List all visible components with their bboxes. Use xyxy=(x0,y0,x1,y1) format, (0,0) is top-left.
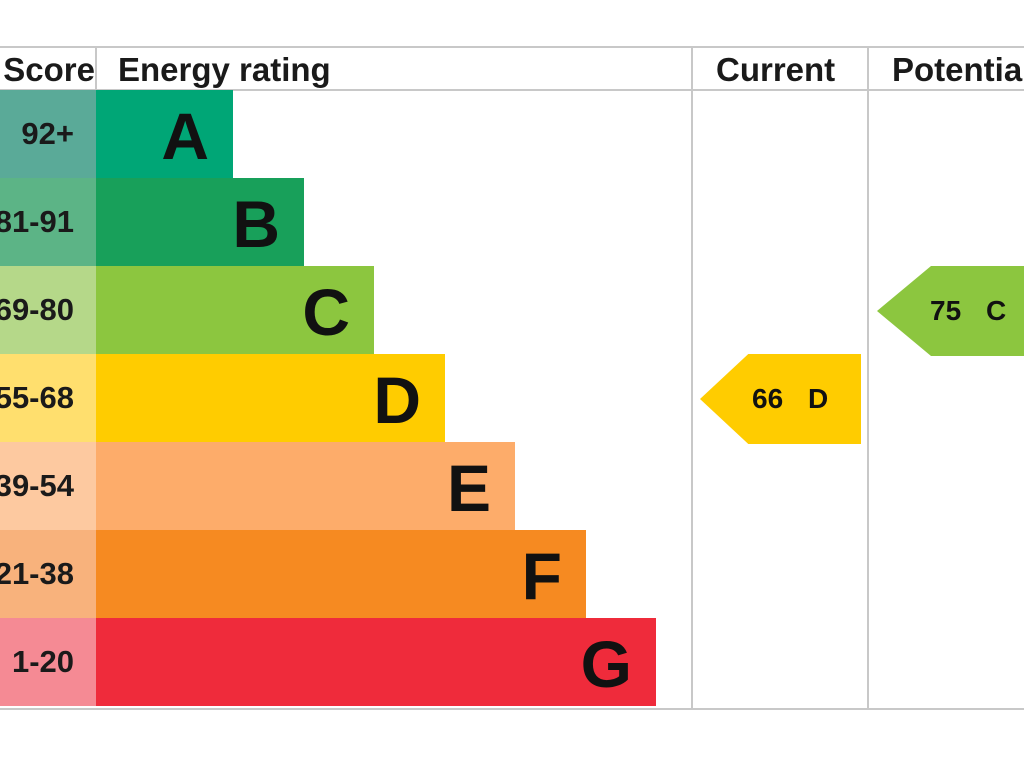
table-top-rule xyxy=(0,46,1024,48)
current-header: Current xyxy=(716,51,836,88)
score-range-label: 39-54 xyxy=(0,468,74,503)
band-bar-a: A xyxy=(96,90,233,178)
table-bottom-rule xyxy=(0,708,1024,710)
score-range-label: 21-38 xyxy=(0,556,74,591)
header-bottom-rule xyxy=(0,89,1024,91)
band-bar-c: C xyxy=(96,266,374,354)
score-range-label: 1-20 xyxy=(11,644,74,679)
score-range-label: 69-80 xyxy=(0,292,74,327)
score-cell-b: 81-91 xyxy=(0,178,96,266)
band-letter-label: D xyxy=(373,363,421,437)
band-letter-label: G xyxy=(580,627,632,701)
band-bar-e: E xyxy=(96,442,515,530)
band-letter-label: B xyxy=(232,187,280,261)
band-letter-label: C xyxy=(302,275,350,349)
band-letter-label: F xyxy=(521,539,562,613)
score-cell-f: 21-38 xyxy=(0,530,96,618)
band-letter-label: E xyxy=(446,451,491,525)
current-rating-pointer: 66 D xyxy=(700,354,861,444)
score-cell-g: 1-20 xyxy=(0,618,96,706)
band-bar-d: D xyxy=(96,354,445,442)
potential-header: Potential xyxy=(892,51,1024,88)
band-bar-f: F xyxy=(96,530,586,618)
score-cell-d: 55-68 xyxy=(0,354,96,442)
current-score-value: 66 xyxy=(752,383,784,414)
score-header: Score xyxy=(3,51,95,88)
potential-rating-pointer: 75 C xyxy=(877,266,1024,356)
potential-band-letter: C xyxy=(986,295,1007,326)
current-column-divider xyxy=(691,46,693,710)
band-bar-b: B xyxy=(96,178,304,266)
score-cell-a: 92+ xyxy=(0,90,96,178)
band-letter-label: A xyxy=(161,99,209,173)
score-range-label: 81-91 xyxy=(0,204,74,239)
score-cell-c: 69-80 xyxy=(0,266,96,354)
score-range-label: 92+ xyxy=(21,116,74,151)
energy-rating-header: Energy rating xyxy=(118,51,331,88)
potential-score-value: 75 xyxy=(930,295,962,326)
score-column-divider xyxy=(95,46,97,90)
score-cell-e: 39-54 xyxy=(0,442,96,530)
current-band-letter: D xyxy=(808,383,829,414)
potential-column-divider xyxy=(867,46,869,710)
band-bar-g: G xyxy=(96,618,656,706)
score-range-label: 55-68 xyxy=(0,380,74,415)
